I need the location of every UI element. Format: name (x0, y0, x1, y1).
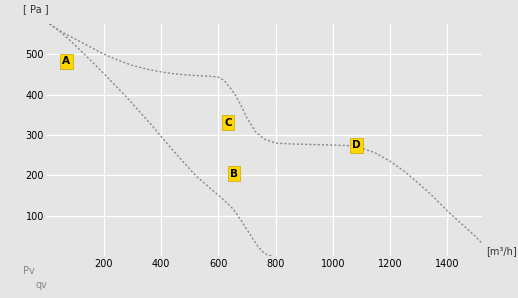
Text: [m³/h]: [m³/h] (486, 246, 517, 256)
Text: D: D (352, 140, 361, 150)
Text: B: B (230, 169, 238, 179)
Text: qv: qv (36, 280, 48, 290)
Text: C: C (224, 118, 232, 128)
Text: Pv: Pv (23, 266, 34, 276)
Text: A: A (62, 56, 70, 66)
Text: [ Pa ]: [ Pa ] (23, 4, 48, 15)
